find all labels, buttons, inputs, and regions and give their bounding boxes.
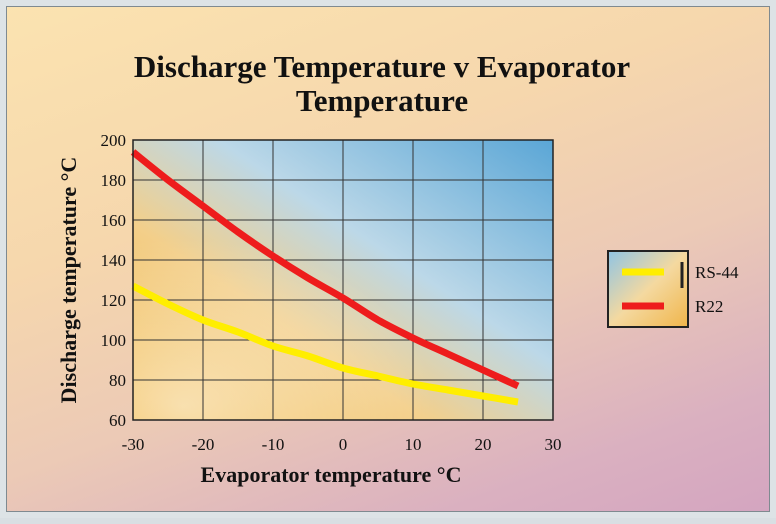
y-tick-label: 60 [109, 411, 126, 430]
y-tick-label: 80 [109, 371, 126, 390]
x-tick-label: 30 [545, 435, 562, 454]
x-tick-label: 20 [475, 435, 492, 454]
legend-box [607, 250, 689, 328]
series-line-rs-44 [131, 282, 519, 406]
x-axis-title: Evaporator temperature °C [201, 462, 462, 487]
y-tick-labels: 60 80 100 120 140 160 180 200 [101, 131, 127, 430]
chart-title-line-2: Temperature [296, 83, 468, 118]
plot-border [132, 139, 554, 421]
x-tick-label: -10 [262, 435, 285, 454]
chart-title-line-1: Discharge Temperature v Evaporator [134, 49, 630, 84]
x-tick-label: 10 [405, 435, 422, 454]
x-tick-label: -20 [192, 435, 215, 454]
x-tick-label: 0 [339, 435, 348, 454]
y-tick-label: 140 [101, 251, 127, 270]
chart: Discharge Temperature v Evaporator Tempe… [56, 49, 739, 487]
y-tick-label: 120 [101, 291, 127, 310]
legend: RS-44 R22 [607, 250, 739, 328]
legend-label-rs-44: RS-44 [695, 263, 739, 282]
y-tick-label: 100 [101, 331, 127, 350]
y-tick-label: 160 [101, 211, 127, 230]
y-axis-title: Discharge temperature °C [56, 157, 81, 404]
y-tick-label: 200 [101, 131, 127, 150]
y-tick-label: 180 [101, 171, 127, 190]
x-tick-labels: -30 -20 -10 0 10 20 30 [122, 435, 562, 454]
series-layer [130, 149, 520, 406]
legend-label-r22: R22 [695, 297, 723, 316]
x-tick-label: -30 [122, 435, 145, 454]
series-line-r22 [130, 149, 520, 390]
